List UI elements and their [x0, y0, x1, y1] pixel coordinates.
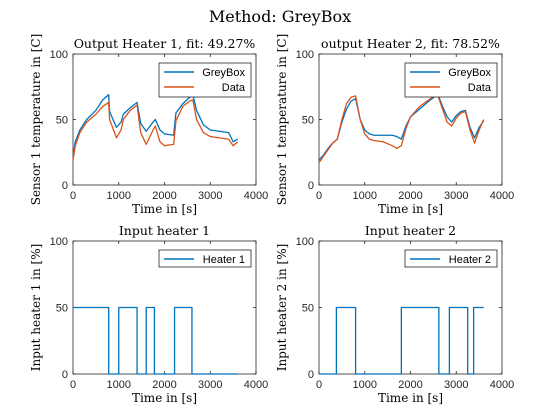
- y-tick-label: 100: [50, 49, 68, 61]
- chart-title: output Heater 2, fit: 78.52%: [321, 36, 500, 51]
- x-tick-label: 2000: [152, 190, 176, 202]
- x-tick-label: 0: [70, 379, 76, 391]
- x-axis-label: Time in [s]: [132, 391, 197, 405]
- x-tick-label: 4000: [244, 379, 268, 391]
- x-axis-label: Time in [s]: [132, 202, 197, 216]
- legend-label: GreyBox: [448, 67, 491, 79]
- series-line-heater-2: [319, 306, 484, 375]
- x-tick-label: 0: [70, 190, 76, 202]
- chart-4: Input heater 2 0 1000 2000 3000 4000 0 50 100 Tim…: [275, 223, 514, 405]
- y-axis-label: Sensor 1 temperature in [C]: [29, 34, 43, 206]
- x-tick-label: 3000: [444, 379, 468, 391]
- x-tick-label: 4000: [490, 190, 514, 202]
- x-tick-label: 0: [316, 190, 322, 202]
- legend-box: [404, 249, 498, 268]
- y-tick-label: 50: [302, 303, 314, 315]
- y-tick-label: 0: [62, 180, 68, 192]
- y-axis-label: Sensor 1 temperature in [C]: [275, 34, 289, 206]
- x-tick-label: 4000: [490, 379, 514, 391]
- chart-3: Input heater 1 0 1000 2000 3000 4000 0 50 100 Tim…: [29, 223, 268, 405]
- series-line-greybox: [318, 93, 485, 161]
- y-tick-label: 50: [56, 115, 68, 127]
- x-tick-label: 1000: [107, 190, 131, 202]
- y-tick-label: 50: [302, 115, 314, 127]
- x-tick-label: 0: [316, 379, 322, 391]
- y-tick-label: 0: [308, 180, 314, 192]
- series-line-heater-1: [73, 306, 238, 375]
- chart-2: output Heater 2, fit: 78.52%0 1000 2000 300…: [275, 34, 514, 216]
- x-tick-label: 4000: [244, 190, 268, 202]
- x-tick-label: 3000: [198, 190, 222, 202]
- chart-1: Output Heater 1, fit: 49.27%0 1000 2000 300…: [29, 34, 268, 216]
- subplots: Output Heater 1, fit: 49.27%0 1000 2000 300…: [29, 34, 514, 405]
- x-tick-label: 2000: [398, 379, 422, 391]
- legend-label: Heater 2: [449, 254, 491, 266]
- figure-title: Method: GreyBox: [209, 7, 351, 26]
- legend-label: GreyBox: [202, 67, 245, 79]
- series-line-data: [72, 99, 239, 161]
- y-tick-label: 100: [296, 236, 314, 248]
- x-tick-label: 1000: [353, 379, 377, 391]
- legend-label: Heater 1: [203, 254, 245, 266]
- chart-title: Input heater 2: [365, 223, 456, 238]
- y-axis-label: Input heater 1 in [%]: [29, 244, 43, 372]
- x-tick-label: 3000: [198, 379, 222, 391]
- x-tick-label: 1000: [107, 379, 131, 391]
- x-tick-label: 1000: [353, 190, 377, 202]
- legend-box: [158, 249, 252, 268]
- legend-label: Data: [222, 82, 246, 94]
- y-tick-label: 0: [308, 369, 314, 381]
- series-line-data: [318, 93, 485, 164]
- x-tick-label: 2000: [152, 379, 176, 391]
- chart-title: Input heater 1: [119, 223, 210, 238]
- y-axis-label: Input heater 2 in [%]: [275, 244, 289, 372]
- series-line-greybox: [72, 93, 239, 157]
- y-tick-label: 100: [296, 49, 314, 61]
- legend-box: [404, 62, 498, 98]
- y-tick-label: 100: [50, 236, 68, 248]
- y-tick-label: 50: [56, 303, 68, 315]
- x-tick-label: 2000: [398, 190, 422, 202]
- legend-box: [158, 62, 252, 98]
- x-tick-label: 3000: [444, 190, 468, 202]
- x-axis-label: Time in [s]: [378, 202, 443, 216]
- legend-label: Data: [468, 82, 492, 94]
- x-axis-label: Time in [s]: [378, 391, 443, 405]
- y-tick-label: 0: [62, 369, 68, 381]
- chart-title: Output Heater 1, fit: 49.27%: [74, 36, 256, 51]
